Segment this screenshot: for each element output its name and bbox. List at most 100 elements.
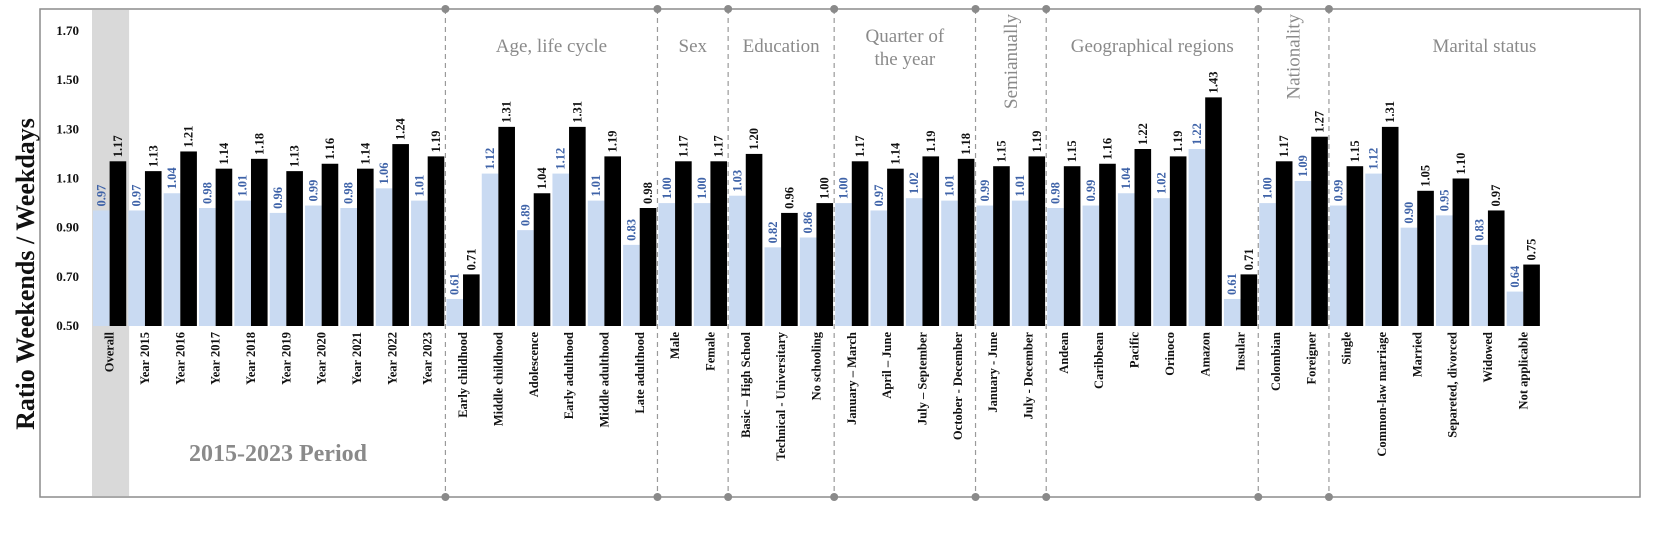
bar-blue — [1188, 149, 1206, 326]
separator-dot — [1254, 5, 1263, 13]
data-label-blue: 0.95 — [1437, 190, 1451, 212]
bar-black — [1452, 178, 1470, 326]
y-tick-label: 0.90 — [56, 220, 79, 235]
data-label-black: 1.18 — [959, 133, 973, 155]
category-label: Amazon — [1198, 332, 1212, 376]
bar-blue — [1294, 180, 1312, 326]
category-label: Not applicable — [1516, 332, 1530, 410]
category-label: Common-law marriage — [1375, 332, 1389, 457]
bar-blue — [1506, 291, 1524, 326]
category-label: Middle childhood — [491, 332, 505, 426]
data-label-black: 1.31 — [1383, 101, 1397, 123]
data-label-black: 1.13 — [288, 145, 302, 167]
bar-black — [675, 161, 692, 326]
bar-blue — [234, 200, 251, 326]
category-label: Middle adulthood — [597, 332, 611, 428]
bar-black — [427, 156, 445, 326]
y-tick-label: 1.10 — [56, 171, 79, 186]
bar-black — [1417, 190, 1434, 326]
category-label: Orinoco — [1163, 332, 1177, 376]
data-label-black: 1.17 — [111, 135, 125, 157]
bar-black — [1275, 161, 1293, 326]
data-label-blue: 0.99 — [306, 180, 320, 202]
data-label-blue: 0.64 — [1508, 265, 1522, 288]
data-label-black: 1.14 — [888, 142, 902, 165]
data-label-black: 1.05 — [1419, 165, 1433, 187]
bar-blue — [1082, 205, 1100, 326]
data-label-black: 0.71 — [464, 249, 478, 271]
data-label-blue: 1.02 — [1155, 172, 1169, 194]
bar-blue — [481, 173, 499, 326]
bar-black — [215, 168, 233, 326]
category-label: Overall — [103, 331, 117, 372]
separator-dot — [830, 493, 839, 501]
data-label-black: 1.22 — [1136, 123, 1150, 145]
data-label-black: 1.00 — [818, 177, 832, 199]
data-label-black: 1.14 — [217, 142, 231, 165]
data-label-blue: 1.12 — [483, 148, 497, 170]
data-label-black: 1.17 — [712, 135, 726, 157]
data-label-black: 1.19 — [1030, 131, 1044, 153]
bar-blue — [446, 298, 464, 326]
bar-blue — [93, 210, 110, 326]
data-label-blue: 0.97 — [872, 185, 886, 207]
bar-black — [781, 212, 798, 326]
category-label: April – June — [880, 332, 894, 399]
category-label: January – March — [845, 332, 859, 425]
separator-dot — [724, 493, 733, 501]
bar-blue — [1223, 298, 1241, 326]
category-label: Widowed — [1481, 332, 1495, 383]
data-label-black: 1.19 — [606, 131, 620, 153]
y-tick-label: 0.70 — [56, 269, 79, 284]
bar-black — [1205, 97, 1222, 326]
category-label: Year 2020 — [315, 332, 329, 385]
bar-blue — [1047, 208, 1064, 326]
bar-blue — [835, 203, 852, 326]
category-label: Year 2019 — [279, 332, 293, 385]
data-label-black: 1.20 — [747, 128, 761, 150]
bar-black — [816, 203, 834, 326]
data-label-blue: 1.09 — [1296, 155, 1310, 177]
data-label-black: 1.17 — [676, 135, 690, 157]
category-label: Caribbean — [1092, 332, 1106, 389]
data-label-black: 1.18 — [252, 133, 266, 155]
bar-blue — [1259, 203, 1276, 326]
data-label-blue: 1.01 — [236, 175, 250, 197]
category-label: Early childhood — [456, 332, 470, 418]
bar-blue — [199, 208, 216, 326]
y-tick-label: 1.70 — [56, 23, 79, 38]
category-label: July – September — [916, 332, 930, 426]
group-title: Geographical regions — [1071, 36, 1234, 57]
bar-black — [533, 193, 551, 326]
category-label: Technical - Universitary — [774, 331, 788, 460]
separator-dot — [653, 493, 662, 501]
category-label: Female — [703, 332, 717, 371]
bar-blue — [375, 188, 393, 326]
bar-blue — [1400, 227, 1418, 326]
group-title: Education — [743, 36, 821, 57]
category-label: October - December — [951, 332, 965, 441]
data-label-blue: 0.89 — [518, 204, 532, 226]
data-label-blue: 0.96 — [271, 187, 285, 209]
bar-black — [1523, 264, 1540, 326]
category-label: Late adulthood — [633, 332, 647, 414]
category-label: Male — [668, 332, 682, 360]
bar-blue — [870, 210, 888, 326]
category-label: Married — [1410, 332, 1424, 377]
data-label-blue: 0.82 — [766, 221, 780, 243]
bar-black — [392, 144, 409, 326]
bar-black — [1311, 136, 1328, 326]
bar-black — [1169, 156, 1187, 326]
category-label: Year 2023 — [421, 332, 435, 385]
category-label: Year 2017 — [209, 332, 223, 385]
data-label-blue: 1.06 — [377, 162, 391, 184]
category-label: No schooling — [810, 331, 824, 400]
data-label-blue: 0.90 — [1402, 202, 1416, 224]
category-label: Single — [1340, 332, 1354, 365]
group-title: Marital status — [1432, 36, 1536, 57]
separator-dot — [441, 5, 450, 13]
data-label-blue: 1.04 — [1119, 167, 1133, 190]
bar-black — [922, 156, 940, 326]
y-tick-label: 1.50 — [56, 72, 79, 87]
category-label: Year 2022 — [385, 332, 399, 385]
